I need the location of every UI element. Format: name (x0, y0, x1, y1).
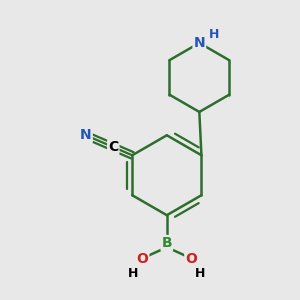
Text: N: N (194, 36, 205, 50)
Text: H: H (209, 28, 219, 41)
Text: C: C (108, 140, 118, 154)
Text: N: N (80, 128, 92, 142)
Text: O: O (185, 252, 197, 266)
Text: H: H (128, 267, 138, 280)
Text: H: H (195, 267, 206, 280)
Text: O: O (136, 252, 148, 266)
Text: B: B (161, 236, 172, 250)
